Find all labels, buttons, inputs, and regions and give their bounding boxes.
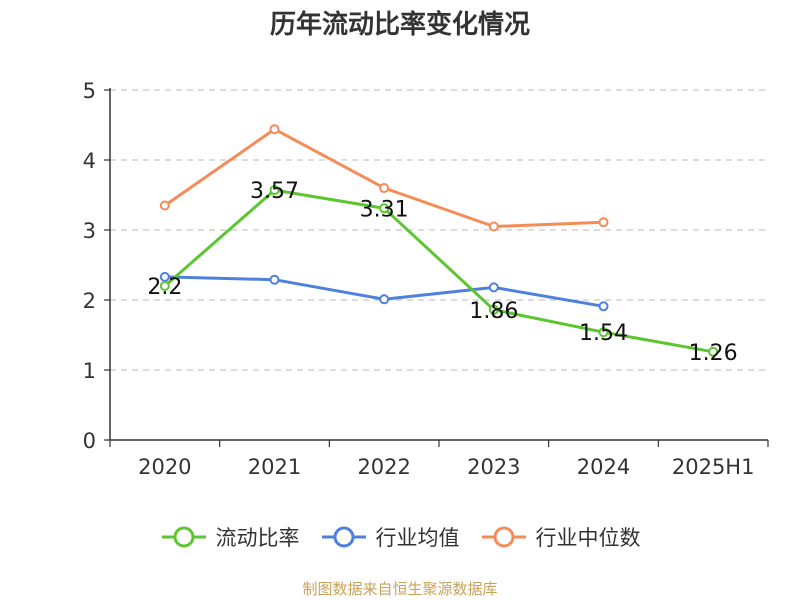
- data-point: [379, 183, 390, 193]
- y-tick-label: 1: [83, 359, 96, 383]
- data-point: [269, 124, 280, 135]
- data-point: [488, 304, 499, 315]
- data-point: [488, 221, 499, 232]
- source-note: 制图数据来自恒生聚源数据库: [302, 580, 498, 598]
- y-tick-label: 5: [83, 79, 96, 103]
- legend-line-marker-icon: [481, 526, 526, 548]
- legend-label: 行业均值: [375, 526, 460, 550]
- data-point: [598, 217, 609, 228]
- data-label: 1.26: [689, 341, 738, 366]
- data-point: [159, 281, 170, 291]
- data-point: [379, 203, 390, 214]
- axes: 0 1 2 3 4 5 2020 2021 2022 2023 2024 2025H1: [83, 79, 769, 479]
- x-tick-label: 2021: [248, 455, 301, 479]
- data-point: [488, 282, 499, 293]
- data-point: [269, 185, 280, 196]
- legend-line-marker-icon: [161, 526, 206, 548]
- data-point: [159, 271, 170, 282]
- y-tick-label: 0: [83, 429, 96, 453]
- legend-item-industry-mean[interactable]: 行业均值: [320, 522, 460, 552]
- data-point: [598, 327, 609, 338]
- chart-title: 历年流动比率变化情况: [269, 10, 530, 40]
- x-tick-label: 2022: [357, 455, 410, 479]
- legend-label: 行业中位数: [535, 526, 641, 550]
- data-label: 1.54: [579, 321, 628, 346]
- y-tick-label: 3: [83, 219, 96, 243]
- x-tick-label: 2020: [138, 455, 191, 479]
- series-line: [163, 188, 714, 354]
- data-label: 3.31: [360, 197, 409, 222]
- data-point: [708, 346, 719, 357]
- data-labels: 2.2 3.57 3.31 1.86 1.54 1.26: [147, 179, 737, 366]
- data-label: 3.57: [250, 179, 299, 204]
- data-label: 1.86: [469, 299, 518, 324]
- data-point: [379, 294, 390, 305]
- data-point: [269, 274, 280, 285]
- legend-label: 流动比率: [215, 526, 300, 550]
- data-point: [598, 301, 609, 312]
- y-tick-label: 2: [83, 289, 96, 313]
- data-label: 2.2: [147, 275, 182, 300]
- x-tick-label: 2025H1: [672, 455, 755, 479]
- grid-lines: [110, 89, 768, 371]
- y-tick-label: 4: [83, 149, 96, 173]
- legend-item-current-ratio[interactable]: 流动比率: [160, 522, 300, 552]
- legend-line-marker-icon: [321, 526, 366, 548]
- x-tick-label: 2024: [577, 455, 630, 479]
- legend-item-industry-median[interactable]: 行业中位数: [480, 522, 641, 552]
- legend: 流动比率 行业均值 行业中位数: [0, 520, 800, 554]
- x-tick-label: 2023: [467, 455, 520, 479]
- data-point: [159, 200, 170, 211]
- series-lines: [159, 124, 719, 357]
